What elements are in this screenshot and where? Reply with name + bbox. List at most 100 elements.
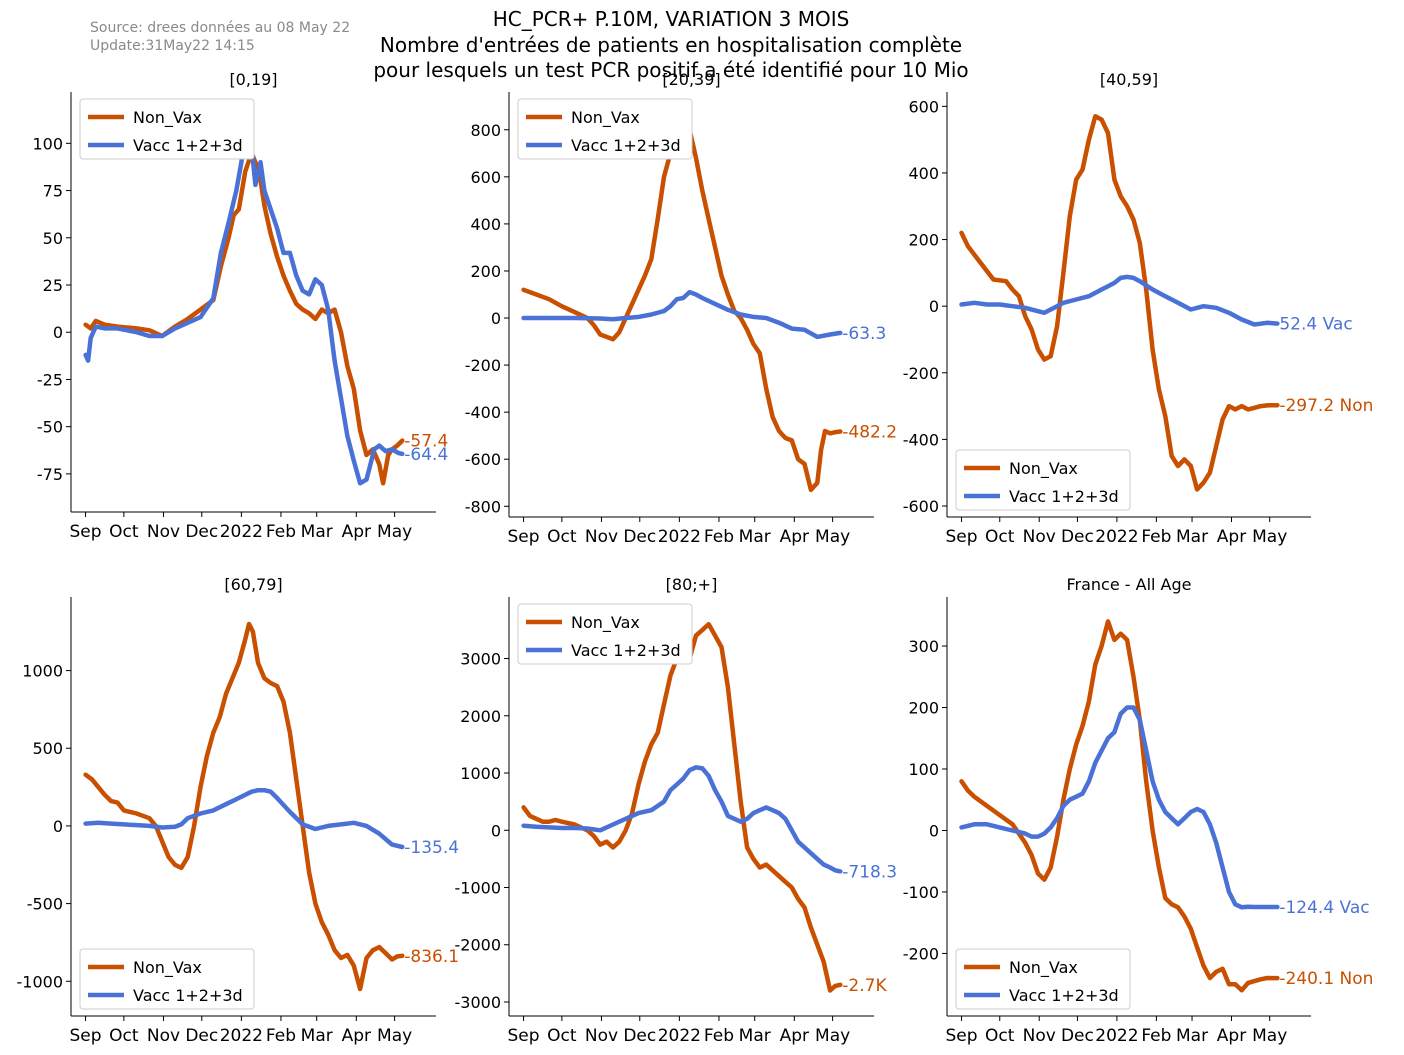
x-tick-label: 2022 (658, 527, 701, 547)
end-value-label: -135.4 (404, 838, 459, 858)
x-tick-label: Feb (266, 522, 296, 542)
legend: Non_Vax Vacc 1+2+3d (79, 98, 255, 160)
series-line-non-vax (521, 120, 843, 493)
y-tick-label: 3000 (460, 650, 501, 669)
x-tick-label: Mar (739, 1026, 771, 1046)
panel-title: [80;+] (666, 575, 718, 594)
series-line-vacc-1-2-3d (959, 274, 1280, 327)
x-tick-label: May (815, 527, 850, 547)
y-tick-label: 2000 (460, 707, 501, 726)
y-tick-label: 200 (908, 231, 939, 250)
y-tick-label: 0 (491, 309, 501, 328)
y-tick-label: -200 (903, 364, 939, 383)
legend: Non_Vax Vacc 1+2+3d (517, 98, 693, 160)
x-tick-label: Dec (1061, 527, 1094, 547)
x-tick-label: Feb (266, 1026, 296, 1046)
panel-1: [0,19] -75 -50 -25 0 25 50 75 100 Sep Oct Nov Dec 202… (32, 70, 448, 542)
y-tick-label: 100 (32, 134, 63, 153)
y-tick-label: 0 (53, 323, 63, 342)
x-tick-label: Oct (109, 522, 139, 542)
x-tick-label: Mar (301, 1026, 333, 1046)
y-tick-label: 500 (32, 739, 63, 758)
end-value-label: -836.1 (404, 947, 459, 967)
y-tick-label: -100 (903, 883, 939, 902)
series-line-non-vax (83, 621, 405, 992)
y-tick-label: -400 (465, 403, 501, 422)
panel-4: [60,79] -1000 -500 0 500 1000 Sep Oct Nov Dec 2022… (17, 575, 460, 1046)
x-tick-label: Nov (585, 1026, 618, 1046)
x-tick-label: Nov (1023, 1026, 1056, 1046)
y-tick-label: -1000 (17, 972, 64, 991)
y-tick-label: 200 (908, 699, 939, 718)
legend-label: Vacc 1+2+3d (571, 641, 681, 660)
series-line-vacc-1-2-3d (521, 289, 843, 340)
end-value-label: -57.4 (404, 432, 448, 452)
end-value-label: 52.4 Vac (1279, 315, 1352, 335)
legend-label: Vacc 1+2+3d (133, 986, 243, 1005)
x-tick-label: Sep (70, 522, 102, 542)
legend: Non_Vax Vacc 1+2+3d (955, 948, 1131, 1010)
y-tick-label: 300 (908, 637, 939, 656)
legend-label: Vacc 1+2+3d (1009, 487, 1119, 506)
y-tick-label: -600 (903, 497, 939, 516)
y-tick-label: -200 (465, 356, 501, 375)
y-tick-label: -50 (37, 418, 63, 437)
x-tick-label: Dec (185, 522, 218, 542)
y-tick-label: 25 (43, 276, 63, 295)
y-tick-label: 600 (470, 168, 501, 187)
end-value-label: -63.3 (842, 324, 886, 344)
x-tick-label: Sep (508, 1026, 540, 1046)
legend-label: Non_Vax (133, 958, 202, 978)
x-tick-label: Mar (1176, 1026, 1208, 1046)
x-tick-label: May (377, 1026, 412, 1046)
x-tick-label: Apr (780, 527, 809, 547)
series-line-vacc-1-2-3d (521, 765, 843, 874)
y-tick-label: -400 (903, 430, 939, 449)
figure-subtitle-line2: pour lesquels un test PCR positif a été … (373, 58, 969, 82)
x-tick-label: Sep (946, 1026, 978, 1046)
end-value-label: -718.3 (842, 862, 897, 882)
x-tick-label: Sep (946, 527, 978, 547)
x-tick-label: Oct (547, 1026, 577, 1046)
source-note: Source: drees données au 08 May 22 (90, 20, 351, 36)
x-tick-label: Oct (109, 1026, 139, 1046)
y-tick-label: 400 (470, 215, 501, 234)
x-tick-label: May (1252, 1026, 1287, 1046)
panel-5: [80;+] -3000 -2000 -1000 0 1000 2000 3000 Sep Oct… (455, 575, 898, 1046)
panel-title: [40,59] (1100, 70, 1158, 89)
x-tick-label: Nov (147, 522, 180, 542)
x-tick-label: Oct (985, 527, 1015, 547)
x-tick-label: Dec (1061, 1026, 1094, 1046)
panel-6: France - All Age -200 -100 0 100 200 300 Sep Oct… (903, 575, 1374, 1046)
y-tick-label: 0 (491, 821, 501, 840)
y-tick-label: -500 (27, 895, 63, 914)
y-tick-label: -200 (903, 944, 939, 963)
y-tick-label: 1000 (22, 662, 63, 681)
y-tick-label: 400 (908, 164, 939, 183)
x-tick-label: 2022 (1095, 527, 1138, 547)
y-tick-label: 0 (929, 821, 939, 840)
legend-label: Non_Vax (133, 108, 202, 128)
x-tick-label: Sep (70, 1026, 102, 1046)
x-tick-label: 2022 (220, 1026, 263, 1046)
y-tick-label: 600 (908, 97, 939, 116)
x-tick-label: May (815, 1026, 850, 1046)
y-tick-label: -3000 (455, 993, 502, 1012)
x-tick-label: Apr (1217, 1026, 1246, 1046)
x-tick-label: Apr (342, 1026, 371, 1046)
x-tick-label: Apr (342, 522, 371, 542)
x-tick-label: Dec (185, 1026, 218, 1046)
x-tick-label: Mar (301, 522, 333, 542)
y-tick-label: -75 (37, 465, 63, 484)
y-tick-label: 1000 (460, 764, 501, 783)
legend-label: Non_Vax (1009, 958, 1078, 978)
legend: Non_Vax Vacc 1+2+3d (955, 449, 1131, 511)
y-tick-label: 200 (470, 262, 501, 281)
x-tick-label: Dec (623, 1026, 656, 1046)
x-tick-label: Mar (1176, 527, 1208, 547)
end-value-label: -297.2 Non (1279, 396, 1373, 416)
y-tick-label: 75 (43, 182, 63, 201)
x-tick-label: Feb (1141, 527, 1171, 547)
x-tick-label: Feb (704, 1026, 734, 1046)
